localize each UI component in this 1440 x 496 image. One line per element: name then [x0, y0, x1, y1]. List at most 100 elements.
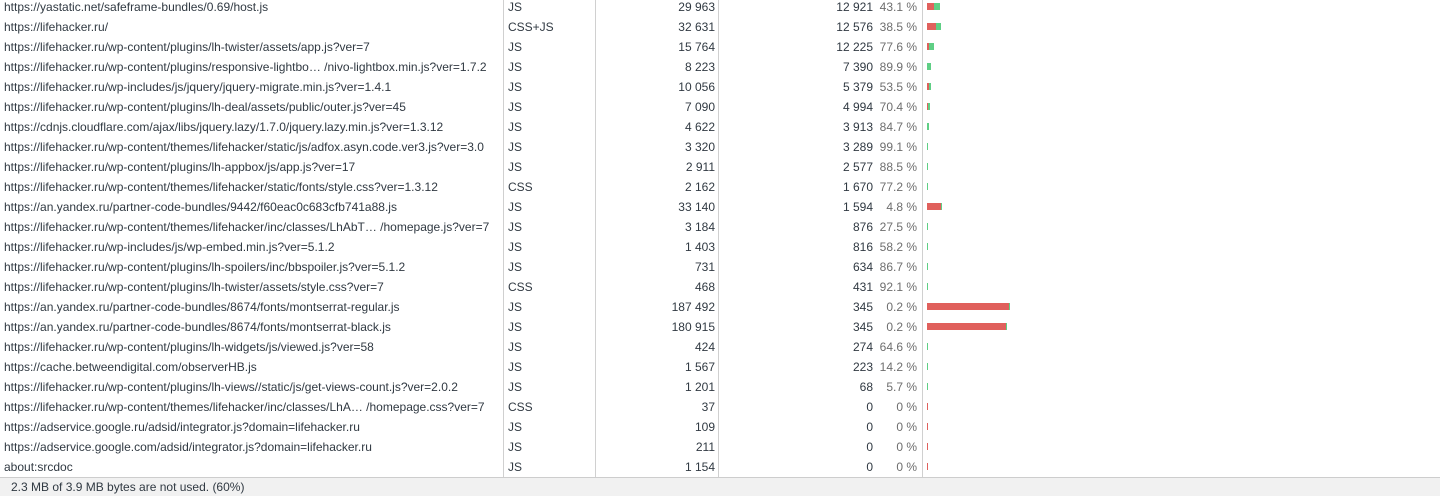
unused-bytes-bar: [927, 183, 928, 190]
resource-url: https://lifehacker.ru/: [4, 20, 109, 34]
unused-percent: 77.6 %: [879, 40, 917, 54]
unused-bytes: 0: [866, 400, 873, 414]
unused-percent: 5.7 %: [886, 380, 917, 394]
unused-bytes-bar: [927, 383, 928, 390]
unused-bytes-bar: [927, 243, 928, 250]
total-bytes: 29 963: [678, 0, 715, 14]
unused-bytes-bar: [928, 103, 930, 110]
unused-bytes-bar: [927, 283, 928, 290]
unused-bytes: 7 390: [842, 60, 873, 74]
unused-percent: 88.5 %: [879, 160, 917, 174]
resource-url: https://an.yandex.ru/partner-code-bundle…: [4, 200, 397, 214]
total-bytes: 731: [694, 260, 715, 274]
usage-bar: [927, 323, 1432, 330]
resource-url: https://adservice.google.com/adsid/integ…: [4, 440, 372, 454]
used-bytes-bar: [927, 43, 929, 50]
resource-url: https://lifehacker.ru/wp-content/plugins…: [4, 40, 370, 54]
total-bytes: 2 911: [685, 160, 715, 174]
table-row[interactable]: https://lifehacker.ru/CSS+JS 32 631 12 576…: [0, 20, 1440, 40]
table-row[interactable]: https://lifehacker.ru/wp-content/themes/…: [0, 220, 1440, 240]
used-bytes-bar: [927, 103, 928, 110]
total-bytes: 1 201: [684, 380, 715, 394]
table-row[interactable]: https://cache.betweendigital.com/observe…: [0, 360, 1440, 380]
table-row[interactable]: https://cdnjs.cloudflare.com/ajax/libs/j…: [0, 120, 1440, 140]
unused-bytes: 4 994: [842, 100, 873, 114]
table-row[interactable]: https://lifehacker.ru/wp-content/themes/…: [0, 180, 1440, 200]
unused-percent: 27.5 %: [879, 220, 917, 234]
unused-bytes: 0: [866, 440, 873, 454]
usage-bar: [927, 43, 1432, 50]
table-row[interactable]: https://an.yandex.ru/partner-code-bundle…: [0, 300, 1440, 320]
total-bytes: 37: [701, 400, 715, 414]
table-row[interactable]: https://lifehacker.ru/wp-content/plugins…: [0, 340, 1440, 360]
total-bytes: 7 090: [684, 100, 715, 114]
unused-percent: 0 %: [896, 460, 917, 474]
resource-url: https://yastatic.net/safeframe-bundles/0…: [4, 0, 269, 14]
total-bytes: 8 223: [684, 60, 715, 74]
usage-bar: [927, 383, 1432, 390]
total-bytes: 10 056: [678, 80, 715, 94]
table-row[interactable]: https://lifehacker.ru/wp-content/plugins…: [0, 160, 1440, 180]
usage-bar: [927, 63, 1432, 70]
total-bytes: 3 320: [684, 140, 715, 154]
table-row[interactable]: https://lifehacker.ru/wp-includes/js/wp-…: [0, 240, 1440, 260]
resource-url: about:srcdoc: [4, 460, 73, 474]
table-row[interactable]: https://yastatic.net/safeframe-bundles/0…: [0, 0, 1440, 20]
unused-bytes: 274: [852, 340, 873, 354]
table-row[interactable]: https://an.yandex.ru/partner-code-bundle…: [0, 200, 1440, 220]
unused-bytes-bar: [927, 263, 928, 270]
table-row[interactable]: https://lifehacker.ru/wp-content/plugins…: [0, 60, 1440, 80]
unused-bytes: 12 576: [836, 20, 873, 34]
usage-bar: [927, 443, 1432, 450]
unused-bytes-bar: [1009, 303, 1010, 310]
unused-bytes: 2 577: [842, 160, 873, 174]
unused-bytes-bar: [1006, 323, 1007, 330]
resource-url: https://lifehacker.ru/wp-content/plugins…: [4, 280, 384, 294]
used-bytes-bar: [927, 83, 929, 90]
unused-bytes: 0: [866, 460, 873, 474]
usage-bar: [927, 123, 1432, 130]
unused-bytes-bar: [927, 63, 931, 70]
total-bytes: 3 184: [684, 220, 715, 234]
table-row[interactable]: about:srcdoc JS 1 154 0 0 %: [0, 460, 1440, 477]
resource-type: JS: [508, 440, 523, 454]
unused-percent: 77.2 %: [879, 180, 917, 194]
unused-percent: 43.1 %: [879, 0, 917, 14]
unused-bytes: 1 670: [842, 180, 873, 194]
unused-bytes-bar: [927, 223, 928, 230]
usage-bar: [927, 163, 1432, 170]
resource-type: JS: [508, 360, 523, 374]
table-row[interactable]: https://lifehacker.ru/wp-content/plugins…: [0, 380, 1440, 400]
table-row[interactable]: https://lifehacker.ru/wp-content/plugins…: [0, 260, 1440, 280]
resource-type: JS: [508, 60, 523, 74]
table-row[interactable]: https://lifehacker.ru/wp-content/themes/…: [0, 140, 1440, 160]
used-bytes-bar: [927, 403, 928, 410]
resource-url: https://lifehacker.ru/wp-content/themes/…: [4, 220, 490, 234]
unused-percent: 4.8 %: [886, 200, 917, 214]
table-row[interactable]: https://lifehacker.ru/wp-content/plugins…: [0, 280, 1440, 300]
resource-url: https://lifehacker.ru/wp-content/plugins…: [4, 100, 406, 114]
unused-percent: 99.1 %: [879, 140, 917, 154]
total-bytes: 33 140: [678, 200, 715, 214]
table-row[interactable]: https://lifehacker.ru/wp-content/plugins…: [0, 100, 1440, 120]
unused-bytes: 3 913: [842, 120, 873, 134]
unused-percent: 92.1 %: [879, 280, 917, 294]
status-bar: 2.3 MB of 3.9 MB bytes are not used. (60…: [0, 477, 1440, 496]
table-row[interactable]: https://adservice.google.com/adsid/integ…: [0, 440, 1440, 460]
table-row[interactable]: https://lifehacker.ru/wp-includes/js/jqu…: [0, 80, 1440, 100]
unused-percent: 86.7 %: [879, 260, 917, 274]
table-row[interactable]: https://an.yandex.ru/partner-code-bundle…: [0, 320, 1440, 340]
resource-type: JS: [508, 200, 523, 214]
unused-bytes-bar: [929, 43, 934, 50]
table-row[interactable]: https://adservice.google.ru/adsid/integr…: [0, 420, 1440, 440]
usage-bar: [927, 403, 1432, 410]
total-bytes: 180 915: [671, 320, 715, 334]
resource-type: CSS: [508, 180, 533, 194]
unused-bytes: 634: [852, 260, 873, 274]
used-bytes-bar: [927, 323, 1006, 330]
table-row[interactable]: https://lifehacker.ru/wp-content/themes/…: [0, 400, 1440, 420]
resource-type: CSS+JS: [508, 20, 554, 34]
table-row[interactable]: https://lifehacker.ru/wp-content/plugins…: [0, 40, 1440, 60]
total-bytes: 1 154: [684, 460, 715, 474]
unused-percent: 38.5 %: [879, 20, 917, 34]
